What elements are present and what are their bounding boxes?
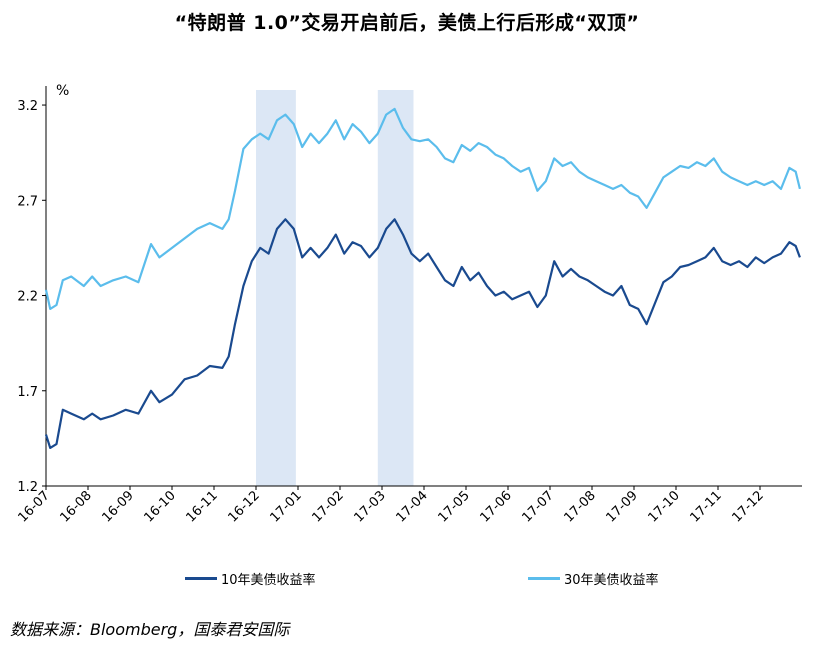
x-tick-label: 16-11 [184,488,221,525]
x-tick-label: 17-12 [730,488,767,525]
y-ticks: 1.2 1.7 2.2 2.7 3.2 [17,99,46,495]
source-note: 数据来源：Bloomberg，国泰君安国际 [10,620,290,639]
x-tick-label: 17-05 [436,488,473,525]
y-tick-label: 2.7 [17,194,38,209]
x-tick-label: 17-03 [352,488,389,525]
x-tick-label: 17-09 [604,488,641,525]
shaded-region-2 [377,90,414,486]
x-tick-label: 17-02 [310,488,347,525]
y-tick-label: 1.2 [17,480,38,495]
legend-item-30y: 30年美债收益率 [528,568,659,588]
y-tick-label: 2.2 [17,290,38,305]
x-tick-label: 17-11 [688,488,725,525]
x-tick-label: 17-07 [520,488,557,525]
legend-swatch-10y [185,576,217,580]
shaded-regions [256,90,414,486]
x-tick-label: 16-10 [142,488,179,525]
series-line-30y [44,107,801,310]
series-line-10y [44,218,801,449]
shaded-region-1 [256,90,296,486]
x-ticks: 16-07 16-08 16-09 16-10 16-11 16-12 17-01 17-02… [16,486,767,526]
x-tick-label: 16-12 [226,488,263,525]
legend-swatch-30y [528,576,560,580]
series-lines [44,107,801,449]
x-tick-label: 16-09 [100,488,137,525]
x-tick-label: 17-04 [394,488,431,525]
x-tick-label: 17-01 [268,488,305,525]
legend-label-30y: 30年美债收益率 [564,572,659,588]
legend-label-10y: 10年美债收益率 [221,572,316,588]
x-tick-label: 17-10 [646,488,683,525]
chart-title: “特朗普 1.0”交易开启前后，美债上行后形成“双顶” [174,12,640,34]
x-tick-label: 17-08 [562,488,599,525]
y-tick-label: 1.7 [17,385,38,400]
x-tick-label: 16-08 [58,488,95,525]
line-chart: % 1.2 1.7 2.2 2.7 3.2 16-07 16-08 16-09 16-10 16… [16,83,802,526]
x-tick-label: 17-06 [478,488,515,525]
y-tick-label: 3.2 [17,99,38,114]
axes: % [45,83,802,487]
y-axis-unit: % [56,83,69,99]
legend-item-10y: 10年美债收益率 [185,568,316,588]
